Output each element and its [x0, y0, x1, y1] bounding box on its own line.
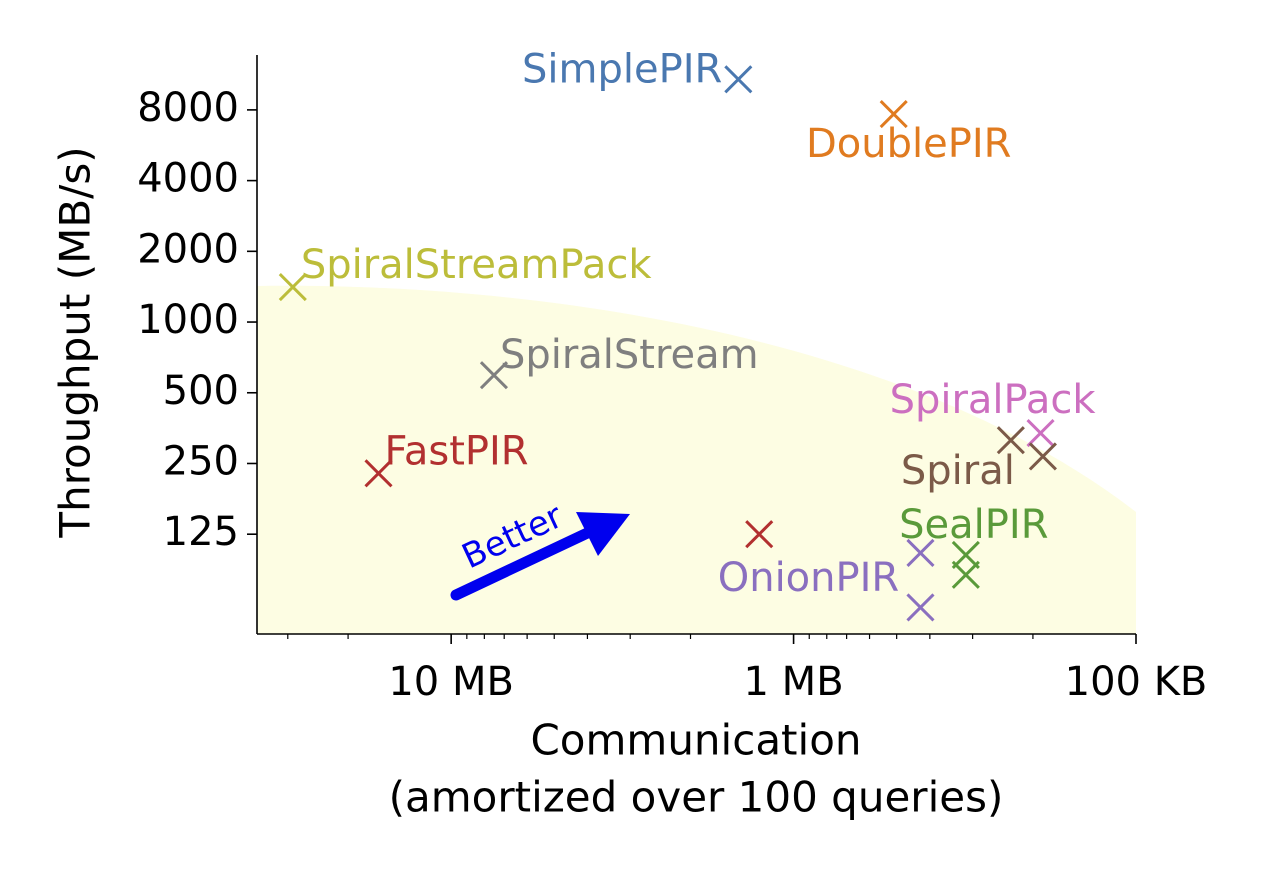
- point-marker: [479, 361, 509, 390]
- series-label: SealPIR: [899, 502, 1048, 548]
- x-axis-label-sub: (amortized over 100 queries): [389, 773, 1004, 822]
- arrow-shaft: [450, 522, 604, 601]
- series-label: SpiralStream: [500, 332, 759, 378]
- series-label: Spiral: [901, 448, 1015, 494]
- y-tick-label: 250: [163, 438, 239, 484]
- y-tick-label: 8000: [137, 85, 239, 131]
- series-label: SimplePIR: [522, 46, 722, 92]
- series-label: SpiralStreamPack: [301, 242, 653, 288]
- y-tick-label: 2000: [137, 226, 239, 272]
- series-label: SpiralPack: [890, 377, 1097, 423]
- point-marker: [745, 520, 774, 549]
- point-marker: [724, 65, 753, 94]
- point-marker: [951, 540, 980, 570]
- y-tick-label: 4000: [137, 156, 239, 202]
- arrow-head: [576, 512, 630, 556]
- series-label: FastPIR: [385, 428, 529, 474]
- x-tick-label: 1 MB: [744, 659, 844, 705]
- x-tick-label: 100 KB: [1065, 659, 1208, 705]
- series-label: OnionPIR: [718, 555, 899, 601]
- x-tick-label: 10 MB: [388, 659, 514, 705]
- y-tick-label: 1000: [137, 297, 239, 343]
- y-tick-label: 125: [163, 509, 239, 555]
- y-axis-label: Throughput (MB/s): [51, 146, 100, 538]
- y-tick-label: 500: [163, 368, 239, 414]
- point-marker: [364, 459, 393, 488]
- x-axis-label: Communication: [530, 716, 861, 765]
- series-label: DoublePIR: [806, 121, 1011, 167]
- point-marker: [879, 99, 908, 129]
- point-marker: [1028, 442, 1057, 471]
- point-marker: [906, 538, 935, 568]
- point-marker: [951, 560, 980, 589]
- point-marker: [996, 426, 1025, 455]
- point-marker: [278, 273, 307, 302]
- point-marker: [1026, 418, 1055, 448]
- point-marker: [906, 593, 935, 622]
